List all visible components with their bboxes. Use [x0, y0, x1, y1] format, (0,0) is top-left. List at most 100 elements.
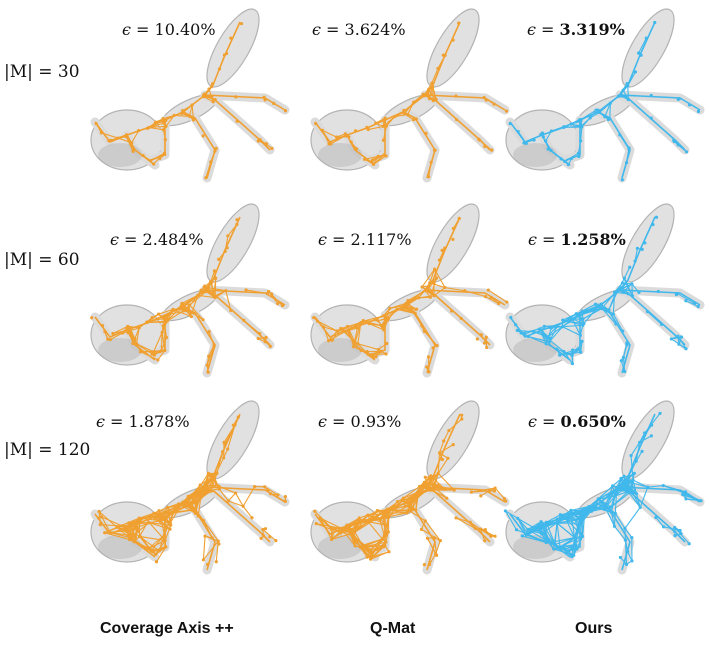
skeleton-edge: [601, 307, 617, 325]
skeleton-node: [620, 286, 625, 290]
skeleton-edge: [603, 504, 612, 513]
skeleton-node: [126, 331, 130, 335]
skeleton-node: [353, 129, 358, 133]
skeleton-edge: [604, 103, 611, 117]
skeleton-node: [158, 156, 162, 160]
skeleton-edge: [439, 440, 445, 454]
skeleton-node: [687, 542, 691, 546]
skeleton-edge: [223, 424, 236, 443]
skeleton-node: [628, 265, 632, 269]
skeleton-edge: [545, 522, 556, 545]
skeleton-node: [384, 352, 388, 356]
skeleton-node: [353, 340, 357, 345]
skeleton-node: [133, 337, 137, 341]
skeleton-node: [196, 514, 200, 518]
skeleton-node: [161, 324, 165, 328]
skeleton-node: [566, 163, 570, 167]
skeleton-node: [385, 507, 390, 511]
skeleton-edge: [162, 129, 166, 140]
skeleton-node: [387, 515, 391, 520]
skeleton-node: [381, 124, 385, 129]
skeleton-edge: [545, 343, 558, 350]
skeleton-edge: [579, 325, 584, 336]
skeleton-node: [280, 303, 285, 308]
skeleton-node: [111, 331, 115, 336]
skeleton-edge: [202, 536, 206, 560]
skeleton-node: [127, 528, 131, 533]
skeleton-node: [380, 510, 385, 514]
eps-r2-c2: ϵ = 0.650%: [528, 412, 626, 431]
skeleton-edge: [544, 324, 558, 327]
skeleton-edge: [619, 134, 630, 150]
skeleton-edge: [270, 493, 286, 502]
skeleton-node: [163, 348, 167, 353]
skeleton-edge: [553, 548, 574, 556]
skeleton-node: [552, 547, 556, 551]
skeleton-node: [150, 352, 154, 356]
skeleton-node: [154, 120, 158, 124]
skeleton-node: [433, 148, 437, 152]
skeleton-node: [184, 503, 188, 507]
skeleton-node: [352, 535, 356, 539]
skeleton-edge: [168, 310, 190, 315]
skeleton-node: [369, 557, 373, 561]
skeleton-node: [699, 499, 703, 503]
skeleton-node: [193, 508, 197, 512]
skeleton-node: [217, 484, 221, 488]
eps-r1-c1: ϵ = 2.117%: [318, 230, 412, 249]
eps-r0-c1: ϵ = 3.624%: [312, 20, 406, 39]
row-label-120: |M| = 120: [4, 440, 91, 460]
skeleton-node: [643, 241, 647, 245]
skeleton-node: [103, 329, 107, 334]
skeleton-node: [209, 85, 214, 89]
skeleton-node: [427, 175, 431, 179]
skeleton-node: [626, 97, 631, 102]
skeleton-node: [226, 234, 230, 238]
skeleton-node: [484, 335, 488, 339]
skeleton-node: [408, 509, 412, 513]
skeleton-edge: [548, 326, 563, 343]
skeleton-node: [548, 336, 552, 340]
skeleton-node: [578, 333, 582, 338]
skeleton-edge: [634, 248, 638, 262]
skeleton-edge: [360, 322, 382, 327]
skeleton-node: [131, 149, 135, 153]
skeleton-node: [618, 288, 622, 292]
skeleton-node: [422, 563, 427, 567]
skeleton-edge: [243, 319, 261, 335]
skeleton-node: [203, 534, 207, 538]
skeleton-node: [160, 330, 164, 334]
skeleton-node: [570, 554, 574, 559]
skeleton-node: [659, 322, 664, 326]
skeleton-node: [385, 523, 389, 528]
skeleton-node: [577, 154, 581, 159]
skeleton-node: [438, 538, 442, 543]
skeleton-node: [422, 480, 426, 484]
skeleton-edge: [539, 518, 558, 530]
skeleton-node: [423, 289, 428, 293]
skeleton-graph: [509, 215, 701, 374]
skeleton-edge: [443, 430, 450, 442]
skeleton-node: [649, 434, 653, 438]
skeleton-edge: [104, 526, 118, 534]
skeleton-node: [696, 304, 700, 309]
skeleton-edge: [112, 325, 129, 334]
skeleton-node: [602, 503, 606, 507]
skeleton-edge: [541, 522, 558, 535]
ant-panel-r2-c2: [503, 400, 705, 575]
skeleton-node: [229, 308, 233, 312]
skeleton-node: [629, 453, 633, 458]
skeleton-node: [687, 103, 692, 107]
skeleton-node: [579, 117, 583, 122]
skeleton-node: [357, 516, 361, 520]
skeleton-node: [435, 553, 439, 557]
skeleton-node: [616, 485, 620, 489]
skeleton-node: [371, 162, 376, 166]
skeleton-node: [166, 505, 170, 510]
skeleton-node: [224, 289, 228, 293]
ant-shadow: [318, 338, 362, 362]
skeleton-edge: [560, 514, 579, 527]
skeleton-node: [445, 496, 449, 500]
skeleton-node: [160, 512, 164, 516]
skeleton-node: [434, 97, 438, 102]
